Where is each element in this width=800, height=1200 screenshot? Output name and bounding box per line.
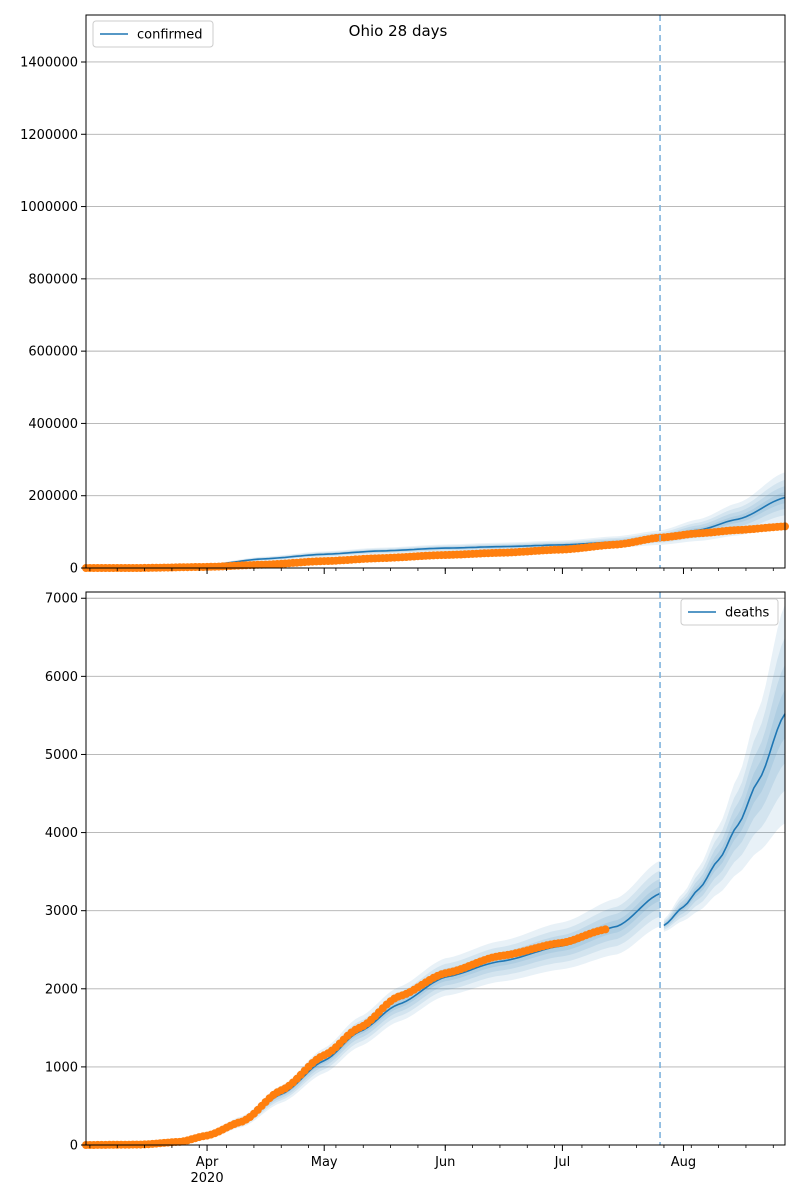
observed-point-133 <box>601 925 610 934</box>
y-tick-label-7: 1400000 <box>20 55 78 70</box>
y-tick-label-6: 1200000 <box>20 128 78 143</box>
legend-label-deaths: deaths <box>725 606 770 621</box>
x-tick-label-0: Apr <box>196 1155 219 1170</box>
x-tick-label-1: May <box>311 1155 338 1170</box>
deaths-forecast-uncertainty-bands <box>663 604 785 932</box>
y-tick-label-1: 1000 <box>45 1060 78 1075</box>
deaths-gridlines <box>86 597 785 1146</box>
y-tick-label-5: 5000 <box>45 748 78 763</box>
confirmed-observed-points <box>82 522 789 572</box>
y-tick-label-1: 200000 <box>28 489 78 504</box>
x-year-label: 2020 <box>191 1171 224 1186</box>
deaths-observed-points <box>82 925 610 1149</box>
y-tick-label-2: 2000 <box>45 982 78 997</box>
chart-title: Ohio 28 days <box>349 22 448 40</box>
forecast-band-0 <box>663 604 785 932</box>
confirmed-y-axis: 0 200000 400000 600000 800000 1000000 1200000 1… <box>20 55 86 577</box>
y-tick-label-0: 0 <box>70 562 78 577</box>
confirmed-gridlines <box>86 61 785 569</box>
legend-box <box>92 20 214 48</box>
x-tick-label-2: Jun <box>434 1155 455 1170</box>
deaths-legend: deaths <box>680 598 779 626</box>
deaths-forecast-line <box>663 713 786 927</box>
confirmed-legend: confirmed <box>92 20 214 48</box>
y-tick-label-2: 400000 <box>28 417 78 432</box>
y-tick-label-4: 4000 <box>45 826 78 841</box>
deaths-panel: 0 1000 2000 3000 4000 5000 6000 7000 Apr May Jun J… <box>45 591 786 1186</box>
confirmed-plot-frame <box>85 14 786 569</box>
y-tick-label-4: 800000 <box>28 272 78 287</box>
y-tick-label-6: 6000 <box>45 670 78 685</box>
confirmed-x-axis <box>89 568 774 574</box>
forecast-band-1 <box>663 637 785 930</box>
deaths-y-axis: 0 1000 2000 3000 4000 5000 6000 7000 <box>45 592 86 1154</box>
x-tick-label-4: Aug <box>671 1155 696 1170</box>
y-tick-label-3: 3000 <box>45 904 78 919</box>
y-tick-label-3: 600000 <box>28 345 78 360</box>
model-band-0 <box>86 860 660 1145</box>
deaths-uncertainty-bands <box>86 860 660 1145</box>
y-tick-label-0: 0 <box>70 1139 78 1154</box>
deaths-x-axis: Apr May Jun Jul Aug 2020 <box>89 1145 774 1186</box>
forecast-band-2 <box>663 664 785 929</box>
y-tick-label-5: 1000000 <box>20 200 78 215</box>
confirmed-panel: 0 200000 400000 600000 800000 1000000 1200000 1… <box>20 14 789 577</box>
x-tick-label-3: Jul <box>554 1155 571 1170</box>
legend-label-confirmed: confirmed <box>137 28 203 43</box>
legend-box <box>680 598 779 626</box>
deaths-plot-frame <box>85 591 786 1146</box>
y-tick-label-7: 7000 <box>45 592 78 607</box>
